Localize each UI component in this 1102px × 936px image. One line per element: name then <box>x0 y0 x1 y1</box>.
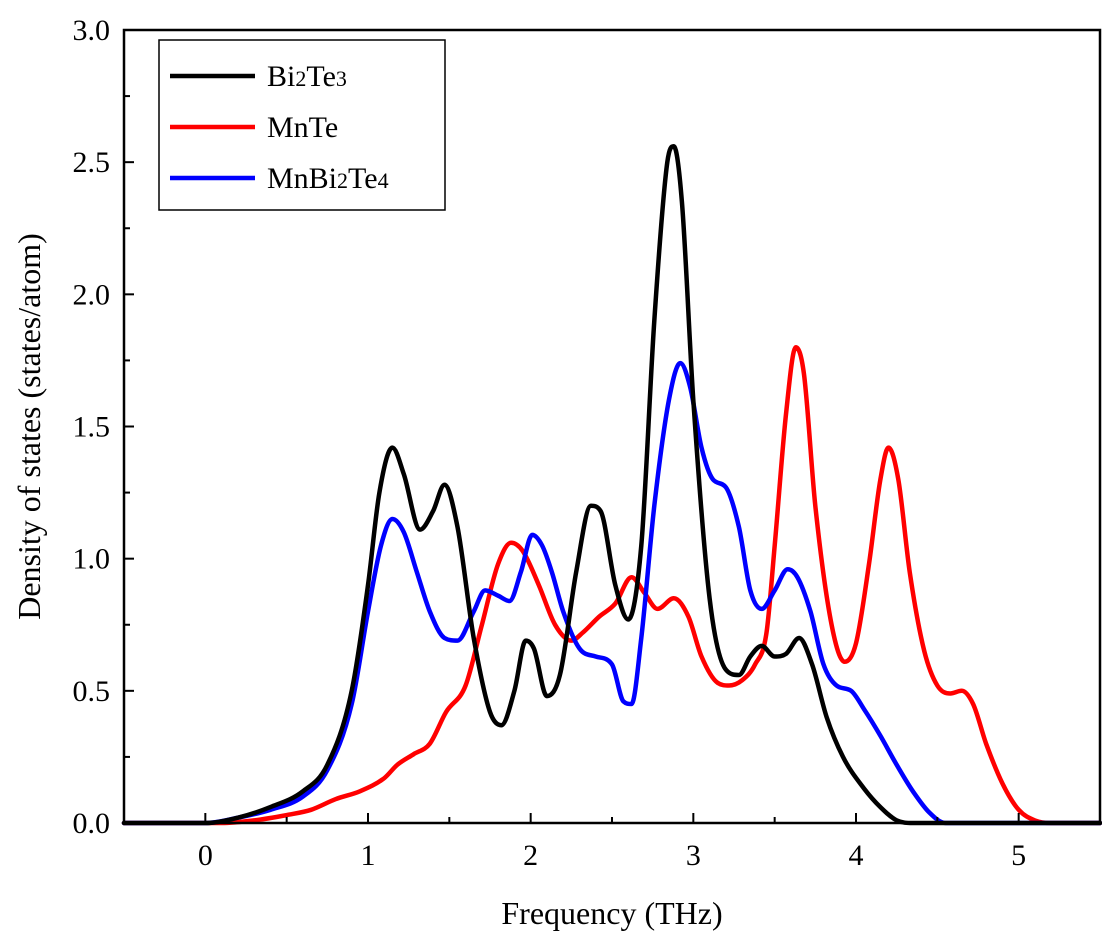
y-tick-label: 3.0 <box>73 14 111 47</box>
legend-subscript: 3 <box>336 66 347 91</box>
x-tick-label: 2 <box>523 839 538 872</box>
series-line-bi2te3 <box>121 144 1102 826</box>
series-line-mnte <box>121 344 1102 826</box>
legend-subscript: 2 <box>295 66 306 91</box>
y-tick-label: 0.5 <box>73 675 111 708</box>
axes-layer: 0 1 2 3 4 5 0.0 0.5 1.0 1.5 2.0 2.5 3.0 <box>73 14 1027 872</box>
x-tick-label: 5 <box>1011 839 1026 872</box>
x-axis-title: Frequency (THz) <box>501 895 722 931</box>
legend-text-part: MnTe <box>267 111 338 144</box>
y-tick-label: 2.5 <box>73 146 111 179</box>
legend-subscript: 2 <box>337 168 348 193</box>
legend-label: Bi2Te3 <box>267 60 347 93</box>
y-tick-label: 0.0 <box>73 807 111 840</box>
series-line-mnbi2te4 <box>121 360 1102 826</box>
x-tick-label: 3 <box>686 839 701 872</box>
legend-text-part: Te <box>306 60 336 93</box>
legend-subscript: 4 <box>378 168 389 193</box>
legend-label: MnTe <box>267 111 338 144</box>
legend-text-part: MnBi <box>267 162 337 195</box>
x-tick-label: 4 <box>849 839 864 872</box>
series-layer <box>121 144 1102 826</box>
legend-text-part: Bi <box>267 60 295 93</box>
y-tick-label: 2.0 <box>73 278 111 311</box>
legend-label: MnBi2Te4 <box>267 162 389 195</box>
y-axis-title: Density of states (states/atom) <box>11 233 47 620</box>
x-tick-label: 1 <box>361 839 376 872</box>
y-tick-label: 1.5 <box>73 411 111 444</box>
legend-text-part: Te <box>348 162 378 195</box>
x-tick-label: 0 <box>198 839 213 872</box>
y-tick-label: 1.0 <box>73 543 111 576</box>
